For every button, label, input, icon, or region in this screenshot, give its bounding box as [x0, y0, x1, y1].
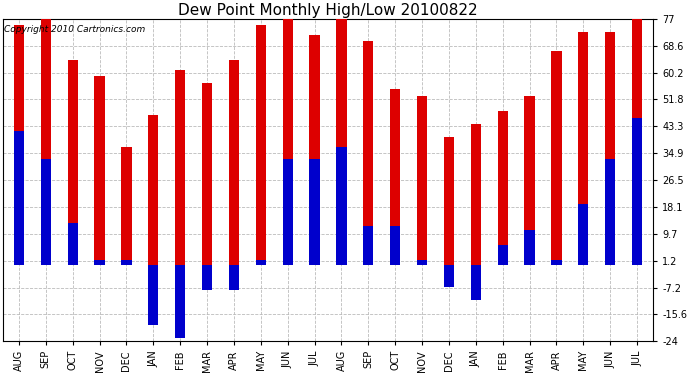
Bar — [121, 260, 132, 265]
Bar — [578, 32, 589, 265]
Bar — [471, 124, 481, 265]
Bar — [229, 60, 239, 265]
Bar — [336, 19, 346, 265]
Bar — [309, 35, 319, 265]
Bar — [41, 159, 51, 265]
Bar — [471, 265, 481, 300]
Bar — [148, 115, 159, 265]
Bar — [417, 260, 427, 265]
Bar — [68, 223, 78, 265]
Bar — [175, 70, 186, 265]
Bar — [605, 32, 615, 265]
Bar — [444, 137, 454, 265]
Bar — [497, 246, 508, 265]
Bar — [524, 230, 535, 265]
Bar — [444, 265, 454, 287]
Bar — [256, 26, 266, 265]
Bar — [95, 260, 105, 265]
Bar — [256, 260, 266, 265]
Bar — [14, 130, 24, 265]
Bar — [497, 111, 508, 265]
Bar — [148, 265, 159, 325]
Bar — [202, 83, 212, 265]
Bar — [551, 260, 562, 265]
Text: Copyright 2010 Cartronics.com: Copyright 2010 Cartronics.com — [4, 26, 146, 34]
Bar — [229, 265, 239, 290]
Bar — [283, 159, 293, 265]
Bar — [632, 118, 642, 265]
Bar — [309, 159, 319, 265]
Bar — [390, 89, 400, 265]
Bar — [14, 26, 24, 265]
Bar — [605, 159, 615, 265]
Bar — [336, 147, 346, 265]
Bar — [363, 226, 373, 265]
Bar — [417, 96, 427, 265]
Bar — [175, 265, 186, 338]
Bar — [363, 41, 373, 265]
Bar — [68, 60, 78, 265]
Bar — [283, 19, 293, 265]
Bar — [121, 147, 132, 265]
Bar — [578, 204, 589, 265]
Bar — [390, 226, 400, 265]
Bar — [632, 19, 642, 265]
Bar — [551, 51, 562, 265]
Bar — [95, 76, 105, 265]
Bar — [202, 265, 212, 290]
Bar — [524, 96, 535, 265]
Bar — [41, 19, 51, 265]
Title: Dew Point Monthly High/Low 20100822: Dew Point Monthly High/Low 20100822 — [178, 3, 477, 18]
